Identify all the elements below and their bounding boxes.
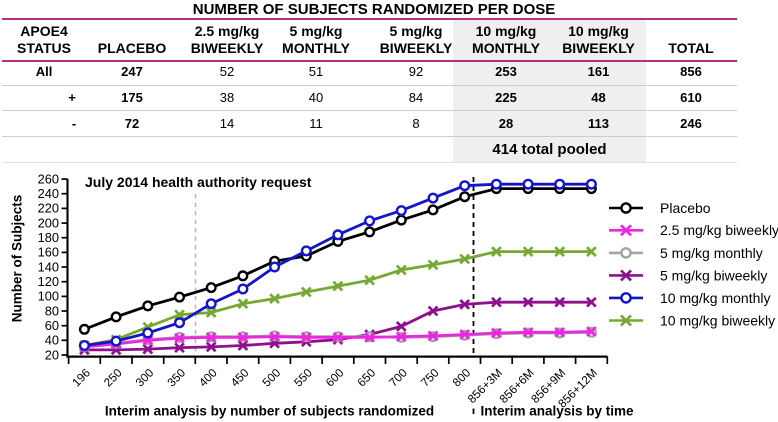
svg-text:750: 750 xyxy=(418,365,442,389)
svg-text:Number of Subjects: Number of Subjects xyxy=(10,195,25,323)
svg-text:120: 120 xyxy=(38,274,59,289)
svg-text:196: 196 xyxy=(69,365,93,389)
svg-text:2.5 mg/kg biweekly: 2.5 mg/kg biweekly xyxy=(660,222,778,238)
svg-text:10 mg/kg biweekly: 10 mg/kg biweekly xyxy=(660,312,775,328)
svg-text:60: 60 xyxy=(45,318,59,333)
svg-text:400: 400 xyxy=(196,365,220,389)
svg-text:5 mg/kg biweekly: 5 mg/kg biweekly xyxy=(660,267,767,283)
svg-text:450: 450 xyxy=(228,365,252,389)
svg-text:300: 300 xyxy=(133,365,157,389)
svg-text:July 2014 health authority req: July 2014 health authority request xyxy=(85,174,312,190)
svg-text:Interim analysis by number of: Interim analysis by number of subjects r… xyxy=(105,404,434,419)
svg-text:550: 550 xyxy=(291,365,315,389)
svg-text:140: 140 xyxy=(38,259,59,274)
svg-text:350: 350 xyxy=(164,365,188,389)
svg-text:220: 220 xyxy=(38,201,59,216)
svg-text:650: 650 xyxy=(354,365,378,389)
svg-text:240: 240 xyxy=(38,186,59,201)
svg-text:Interim analysis by time: Interim analysis by time xyxy=(480,404,634,419)
svg-text:500: 500 xyxy=(259,365,283,389)
svg-text:160: 160 xyxy=(38,245,59,260)
svg-text:20: 20 xyxy=(45,347,59,362)
svg-text:Placebo: Placebo xyxy=(660,200,711,216)
svg-text:40: 40 xyxy=(45,333,59,348)
svg-text:5 mg/kg monthly: 5 mg/kg monthly xyxy=(660,245,763,261)
svg-text:10 mg/kg monthly: 10 mg/kg monthly xyxy=(660,290,771,306)
svg-text:700: 700 xyxy=(386,365,410,389)
svg-text:250: 250 xyxy=(101,365,125,389)
svg-text:80: 80 xyxy=(45,303,59,318)
svg-text:800: 800 xyxy=(450,365,474,389)
svg-text:200: 200 xyxy=(38,215,59,230)
svg-text:180: 180 xyxy=(38,230,59,245)
svg-text:600: 600 xyxy=(323,365,347,389)
svg-text:100: 100 xyxy=(38,289,59,304)
svg-text:260: 260 xyxy=(38,171,59,186)
